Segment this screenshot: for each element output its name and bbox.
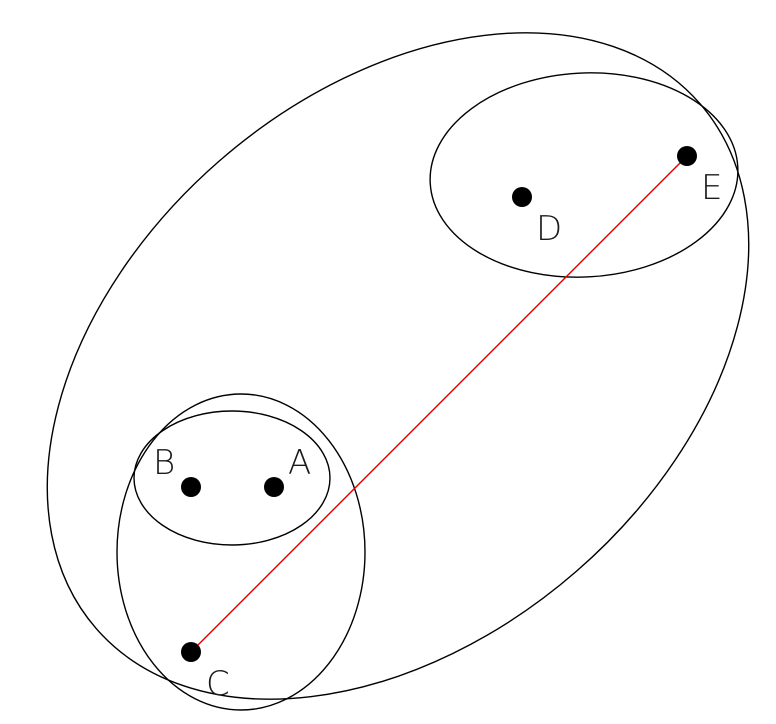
cluster-de (429, 72, 739, 278)
cluster-ab (133, 410, 331, 546)
point-c (181, 642, 201, 662)
label-e: E (701, 168, 722, 208)
point-d (512, 187, 532, 207)
link-c-e (190, 155, 688, 653)
cluster-abc (116, 393, 366, 711)
point-b (181, 477, 201, 497)
label-a: A (288, 443, 311, 483)
label-d: D (536, 209, 562, 249)
label-b: B (153, 443, 175, 483)
label-c: C (206, 664, 230, 704)
point-a (264, 477, 284, 497)
point-e (677, 146, 697, 166)
